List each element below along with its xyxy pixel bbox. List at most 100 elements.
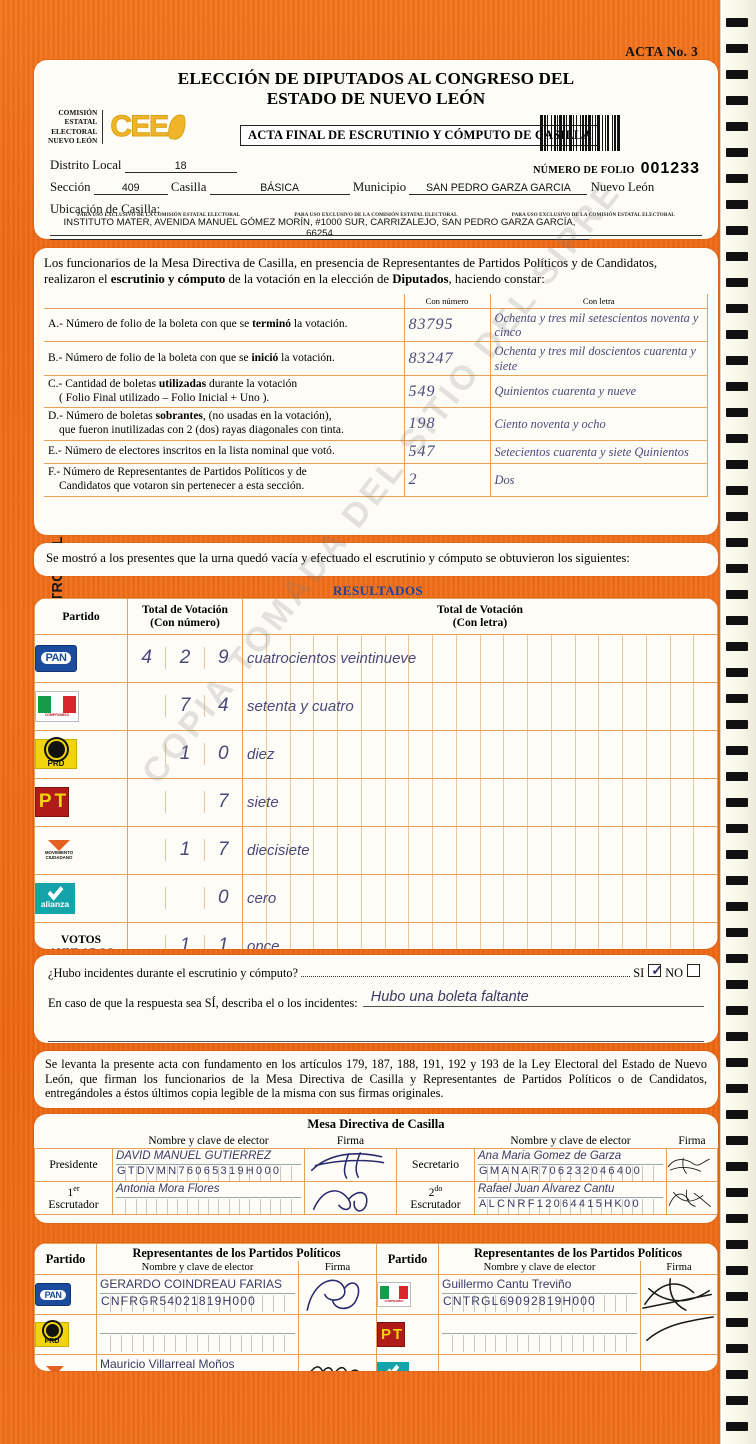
pri-digit-1[interactable] [128,695,167,718]
row-e-letra[interactable]: Setecientos cuarenta y siete Quinientos [489,439,708,464]
mc-votes-numeric[interactable]: 1 7 [127,825,243,875]
distrito-value[interactable]: 18 [124,160,237,173]
escrutador2-signature[interactable] [666,1181,718,1215]
mc-digit-1[interactable] [128,839,167,862]
urn-empty-statement: Se mostró a los presentes que la urna qu… [46,551,630,565]
escrutador2-name-cell[interactable]: Rafael Juan Alvarez Cantu ALCNRF12064415… [474,1181,667,1215]
pna-digit-3[interactable]: 0 [218,887,229,909]
anulados-votes-numeric[interactable]: 1 1 [127,921,243,949]
pt-votes-numeric[interactable]: 7 [127,777,243,827]
no-checkbox[interactable] [687,964,700,977]
row-c-question: C.- Cantidad de boletas utilizadas duran… [44,374,405,409]
rep-pt-signature[interactable] [640,1314,718,1355]
mc-digit-3[interactable]: 7 [218,839,229,861]
rep-prd-name-cell[interactable] [96,1314,299,1355]
prd-votes-numeric[interactable]: 1 0 [127,729,243,779]
signature-ink-secretario [667,1157,710,1174]
pna-votes-numeric[interactable]: 0 [127,873,243,923]
mc-votes-letra[interactable]: diecisiete [242,825,718,875]
pna-digit-2[interactable] [166,887,205,910]
party-cell-pna: alianza [34,873,128,923]
pt-digit-3[interactable]: 7 [218,791,229,813]
rep-prd-signature[interactable] [298,1314,377,1355]
pan-digit-2[interactable]: 2 [166,647,205,670]
si-checkbox[interactable]: ✓ [648,962,663,978]
pt-votes-letra[interactable]: siete [242,777,718,827]
role-presidente: Presidente [34,1148,113,1182]
prd-digit-2[interactable]: 1 [166,743,205,766]
row-e-numero[interactable]: 547 [403,439,491,464]
resultados-header-row: Partido Total de Votación (Con número) T… [34,598,718,635]
incidentes-panel: ¿Hubo incidentes durante el escrutinio y… [34,955,718,1073]
secretario-signature[interactable] [666,1148,718,1182]
incidentes-describe-input[interactable]: Hubo una boleta faltante [362,989,704,1007]
rep-pan-name-cell[interactable]: GERARDO COINDREAU FARIAS CNFRGR54021819H… [96,1274,299,1315]
pan-votes-letra[interactable]: cuatrocientos veintinueve [242,633,718,683]
pan-votes-numeric[interactable]: 4 2 9 [127,633,243,683]
incidentes-blank-line-1[interactable] [48,1022,704,1042]
anulados-votes-letra[interactable]: once [242,921,718,949]
row-d-letra[interactable]: Ciento noventa y ocho [489,407,708,441]
folio-block: NÚMERO DE FOLIO 001233 [533,160,700,178]
escrutador1-signature[interactable] [304,1181,397,1215]
signature-ink-rep-mc [310,1366,359,1371]
row-b-numero[interactable]: 83247 [403,341,491,376]
prd-digit-1[interactable] [128,743,167,766]
prd-digit-3[interactable]: 0 [218,743,229,765]
row-d-numero[interactable]: 198 [403,407,491,441]
pna-votes-letra[interactable]: cero [242,873,718,923]
anulados-digit-3[interactable]: 1 [218,935,229,949]
rep-pri-signature[interactable] [640,1274,718,1315]
pri-digit-2[interactable]: 7 [166,695,205,718]
pri-votes-numeric[interactable]: 7 4 [127,681,243,731]
secretario-name-cell[interactable]: Ana Maria Gomez de Garza GMANAR706232046… [474,1148,667,1182]
row-label-votos-anulados: VOTOS ANULADOS [34,921,128,949]
exclusive-use-text-1: PARA USO EXCLUSIVO DE LA COMISIÓN ESTATA… [77,212,241,218]
si-label: SI [633,966,645,980]
ubicacion-value[interactable]: INSTITUTO MATER, AVENIDA MANUEL GÓMEZ MO… [50,217,589,240]
row-f-letra[interactable]: Dos [489,462,708,497]
row-b-letra[interactable]: Ochenta y tres mil doscientos cuarenta y… [489,341,708,376]
presidente-name-cell[interactable]: DAVID MANUEL GUTIERREZ GTDVMN76065319H00… [112,1148,305,1182]
escrutador1-name-cell[interactable]: Antonia Mora Flores [112,1181,305,1215]
row-b-text-post: la votación. [278,351,335,364]
table-header-row: Con número Con letra [44,293,708,309]
table-row: F.- Número de Representantes de Partidos… [44,462,708,497]
municipio-value[interactable]: SAN PEDRO GARZA GARCIA [409,182,588,195]
anulados-digit-2[interactable]: 1 [166,935,205,949]
anulados-digit-1[interactable] [128,935,167,949]
row-a-numero[interactable]: 83795 [403,307,491,343]
prd-votes-letra[interactable]: diez [242,729,718,779]
table-row: PRD P T [34,1314,718,1355]
pt-digit-1[interactable] [128,791,167,814]
pan-digit-1[interactable]: 4 [128,647,167,670]
row-c-numero[interactable]: 549 [403,374,491,409]
row-f-numero[interactable]: 2 [403,462,491,497]
rep-pna-signature[interactable] [640,1354,718,1371]
pt-digit-2[interactable] [166,791,205,814]
casilla-value[interactable]: BÁSICA [209,182,350,195]
rep-pan-signature[interactable] [298,1274,377,1315]
pan-digit-3[interactable]: 9 [218,647,229,669]
rep-pna-name-cell[interactable] [438,1354,641,1371]
mc-digit-2[interactable]: 1 [166,839,205,862]
presidente-signature[interactable] [304,1148,397,1182]
row-a-letra[interactable]: Ochenta y tres mil setescientos noventa … [489,307,708,343]
row-f-question: F.- Número de Representantes de Partidos… [44,462,405,497]
field-distrito: Distrito Local 18 [50,158,237,173]
row-c-letra[interactable]: Quinientos cuarenta y nueve [489,374,708,409]
seccion-value[interactable]: 409 [93,182,168,195]
cee-leaf-icon [166,112,188,141]
rep-prd-key-grid [100,1335,295,1352]
pna-digit-1[interactable] [128,887,167,910]
pri-digit-3[interactable]: 4 [218,695,229,717]
rep-mc-signature[interactable] [298,1354,377,1371]
reps-hdr-partido-1: Partido [34,1243,97,1275]
rep-pt-name-cell[interactable] [438,1314,641,1355]
rep-mc-name-cell[interactable]: Mauricio Villarreal Moños VLLMRM93022819… [96,1354,299,1371]
pri-votes-letra[interactable]: setenta y cuatro [242,681,718,731]
rep-pri-name-cell[interactable]: Guillermo Cantu Treviño CNTRGL69092819H0… [438,1274,641,1315]
resultados-panel: Partido Total de Votación (Con número) T… [34,598,718,949]
